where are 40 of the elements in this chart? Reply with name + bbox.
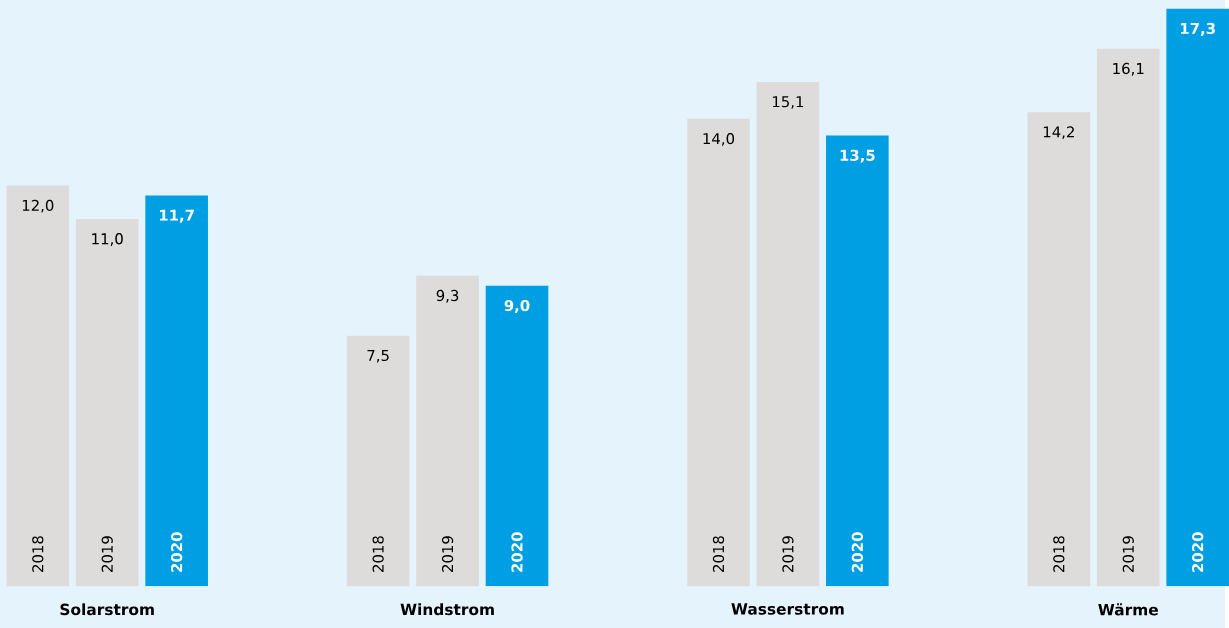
- bar: [826, 135, 889, 587]
- bar: [1166, 8, 1229, 587]
- text: 2019: [1122, 536, 1134, 572]
- x-tick-label: Wasserstrom: [731, 603, 844, 615]
- data-label: 11,0: [92, 233, 123, 246]
- data-label: 13,5: [840, 149, 875, 163]
- data-label: 9,3: [436, 289, 459, 303]
- x-tick-label: Solarstrom: [60, 603, 154, 616]
- x-tick-label: Windstrom: [400, 603, 494, 616]
- series-label: 2020: [171, 532, 183, 572]
- bar: [145, 195, 208, 587]
- bar: [75, 218, 139, 587]
- text: 2019: [441, 536, 454, 572]
- text: 2019: [782, 536, 794, 572]
- series-label: 2019: [101, 536, 113, 572]
- bar: [687, 118, 750, 587]
- bar: [1096, 48, 1160, 587]
- data-label: 16,1: [1113, 62, 1144, 76]
- bar: [416, 275, 479, 587]
- data-label: 12,0: [22, 199, 54, 213]
- data-label: 14,0: [703, 132, 735, 146]
- text: 2020: [511, 532, 523, 572]
- text: 2020: [1192, 532, 1204, 572]
- data-label: 15,1: [772, 96, 804, 109]
- bar: [1027, 112, 1091, 587]
- data-label: 17,3: [1180, 22, 1215, 36]
- data-label: 7,5: [367, 349, 389, 363]
- data-label: 9,0: [504, 299, 530, 314]
- text: 2018: [712, 536, 725, 572]
- data-label: 14,2: [1043, 126, 1074, 140]
- bar: [6, 185, 70, 587]
- text: 2018: [372, 536, 384, 572]
- bar: [346, 335, 410, 587]
- series-label: 2018: [32, 536, 44, 572]
- text: 2018: [1053, 536, 1065, 572]
- data-label: 11,7: [159, 209, 194, 223]
- bar: [485, 285, 549, 587]
- bar: [756, 82, 820, 587]
- x-tick-label: Wärme: [1098, 603, 1158, 616]
- text: 2020: [851, 532, 863, 572]
